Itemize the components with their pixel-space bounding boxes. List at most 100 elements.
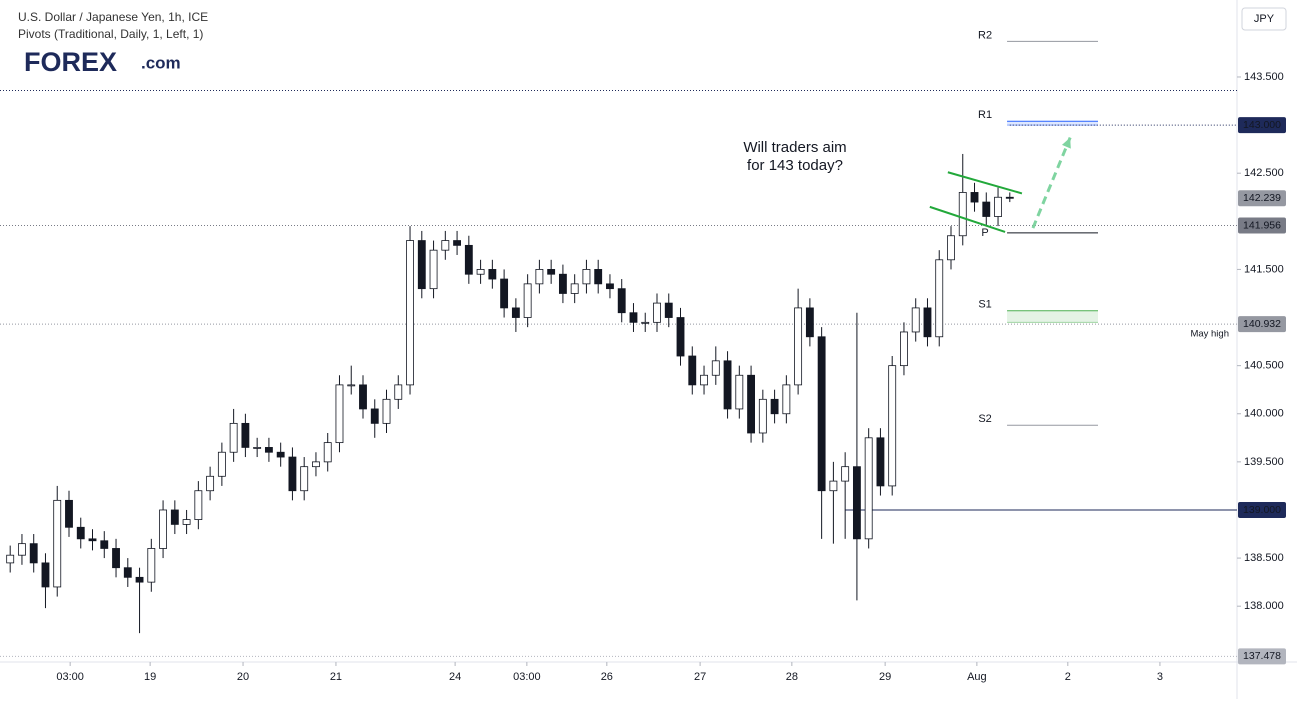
candle-body xyxy=(958,192,967,237)
y-tick-label: 138.500 xyxy=(1244,552,1284,564)
candle-body xyxy=(841,466,850,482)
price-label-box xyxy=(1238,217,1286,234)
channel-line xyxy=(929,205,1006,233)
candle-body xyxy=(429,249,438,290)
candle-body xyxy=(18,543,26,556)
candle-body xyxy=(747,374,756,434)
pivot-band xyxy=(1007,121,1098,126)
price-label-box xyxy=(1238,501,1286,518)
x-tick-label: 24 xyxy=(449,671,461,683)
plot: R2 R1 P S1 S2 May high xyxy=(0,29,1241,666)
candle-body xyxy=(829,480,838,492)
candle-body xyxy=(41,562,50,588)
y-tick-label: 142.500 xyxy=(1244,167,1284,179)
y-tick-label: 140.000 xyxy=(1244,408,1284,420)
price-label: 139.000 xyxy=(1243,504,1281,516)
candle-body xyxy=(523,283,532,318)
candle-body xyxy=(53,499,62,588)
candle-body xyxy=(300,466,309,492)
forecast-arrow xyxy=(1031,137,1072,229)
x-tick-label: 19 xyxy=(144,671,156,683)
candle-body xyxy=(817,336,826,492)
candle-body xyxy=(876,437,885,487)
logo-suffix: .com xyxy=(141,53,181,72)
candle-body xyxy=(441,240,450,251)
annotation: Will traders aim xyxy=(743,139,846,156)
candle-body xyxy=(888,365,897,487)
candle-body xyxy=(159,509,168,549)
pivot-band xyxy=(1007,310,1098,323)
pivot-label: R1 xyxy=(978,109,992,121)
candle-body xyxy=(417,240,426,290)
candle-body xyxy=(794,307,803,386)
price-label: 142.239 xyxy=(1243,192,1281,204)
candle-body xyxy=(723,360,732,410)
candle-body xyxy=(923,307,932,338)
candle-body xyxy=(264,447,273,453)
candle-body xyxy=(547,269,556,275)
candle-body xyxy=(676,317,685,357)
x-tick-label: 03:00 xyxy=(513,671,541,683)
candle-body xyxy=(241,422,250,448)
price-label: 143.000 xyxy=(1243,119,1281,131)
arrow-head xyxy=(1061,137,1071,149)
candle-body xyxy=(182,519,191,525)
candle-body xyxy=(359,384,367,410)
candle-body xyxy=(135,576,144,583)
candle-body xyxy=(500,278,509,309)
candle-body xyxy=(382,398,391,424)
pivot-label: S1 xyxy=(978,299,991,311)
candle-body xyxy=(406,240,414,386)
candle-body xyxy=(864,437,873,540)
x-tick-label: 2 xyxy=(1065,671,1071,683)
pivot-label: R2 xyxy=(978,29,992,41)
candle-body xyxy=(511,307,520,318)
x-tick-label: 21 xyxy=(330,671,342,683)
candle-body xyxy=(558,273,567,294)
x-tick-label: 26 xyxy=(601,671,613,683)
candle-body xyxy=(476,269,485,275)
y-tick-label: 140.500 xyxy=(1244,360,1284,372)
candle-body xyxy=(970,192,979,203)
candle-body xyxy=(312,461,320,468)
candle-body xyxy=(535,269,544,285)
candle-body xyxy=(688,355,697,386)
currency-button[interactable] xyxy=(1241,7,1287,31)
candle-body xyxy=(347,384,356,387)
y-tick-label: 139.500 xyxy=(1244,456,1284,468)
candle-body xyxy=(700,374,708,386)
candle-body xyxy=(935,259,944,338)
price-label-box xyxy=(1238,648,1286,665)
x-tick-label: 03:00 xyxy=(56,671,84,683)
logo: FOREX xyxy=(24,47,117,77)
pivot-label: P xyxy=(981,227,988,239)
price-label-box xyxy=(1238,190,1286,207)
candle-body xyxy=(911,307,920,333)
candle-body xyxy=(629,312,638,323)
candle-body xyxy=(735,374,744,410)
candle-body xyxy=(994,196,1002,217)
candle-body xyxy=(112,548,120,569)
level-note: May high xyxy=(1190,329,1229,340)
candle-body xyxy=(782,384,791,415)
x-tick-label: 28 xyxy=(786,671,798,683)
candle-body xyxy=(276,451,285,458)
price-label-box xyxy=(1238,316,1286,333)
x-tick-label: Aug xyxy=(967,671,987,683)
candle-body xyxy=(100,540,109,549)
currency-label[interactable]: JPY xyxy=(1254,13,1275,25)
candle-body xyxy=(852,466,861,540)
channel-line xyxy=(947,171,1023,195)
candle-body xyxy=(123,567,132,578)
y-tick-label: 138.000 xyxy=(1244,600,1284,612)
price-label: 140.932 xyxy=(1243,318,1281,330)
candle-body xyxy=(947,235,955,261)
candle-body xyxy=(88,538,97,542)
candle-body xyxy=(1005,196,1014,199)
symbol-title: U.S. Dollar / Japanese Yen, 1h, ICE xyxy=(18,10,208,24)
candle-body xyxy=(982,201,991,217)
candle-body xyxy=(758,398,767,434)
candle-body xyxy=(617,288,626,314)
